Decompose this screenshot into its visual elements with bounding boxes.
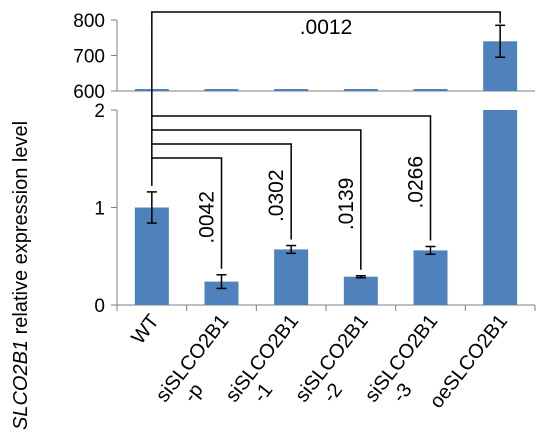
upper-panel-axis: 600 700 800	[73, 11, 535, 103]
comparison-bracket	[151, 157, 223, 269]
lower-y-tick-label: 1	[94, 199, 105, 220]
bar	[274, 249, 309, 305]
comparison-bracket	[151, 115, 432, 241]
upper-y-tick-label: 700	[73, 47, 105, 68]
bar-break-stub	[204, 89, 239, 91]
lower-y-tick-label: 2	[94, 101, 105, 122]
comparison-bracket	[151, 129, 362, 270]
bar-break-stub	[274, 89, 309, 91]
y-axis-label-text: relative expression level	[10, 121, 32, 340]
bar	[343, 276, 378, 305]
comparison-bracket	[151, 11, 501, 32]
error-bars	[146, 24, 506, 290]
comparison-bracket	[151, 143, 292, 240]
p-value-label: .0042	[196, 191, 219, 244]
p-value-label: .0266	[405, 156, 428, 209]
category-label-line: WT	[127, 311, 163, 349]
y-axis-label: SLCO2B1 relative expression level	[10, 121, 32, 430]
upper-y-tick-label: 600	[73, 82, 105, 103]
bar-break-stub	[343, 89, 378, 91]
p-value-label: .0302	[265, 169, 288, 222]
p-value-label: .0012	[300, 16, 353, 39]
bar-series	[134, 41, 518, 305]
lower-panel-axis: 0 1 2	[94, 101, 536, 317]
bar	[204, 281, 239, 305]
lower-y-tick-label: 0	[94, 296, 105, 317]
p-value-label: .0139	[335, 178, 358, 231]
category-label: WT	[127, 311, 163, 349]
significance-brackets: .0042 .0302 .0139 .0266 .0012	[151, 11, 501, 270]
y-axis-label-gene: SLCO2B1	[10, 340, 32, 430]
upper-y-tick-label: 800	[73, 11, 105, 32]
bar	[413, 250, 448, 305]
bar	[483, 110, 518, 305]
bar-break-stub	[413, 89, 448, 91]
